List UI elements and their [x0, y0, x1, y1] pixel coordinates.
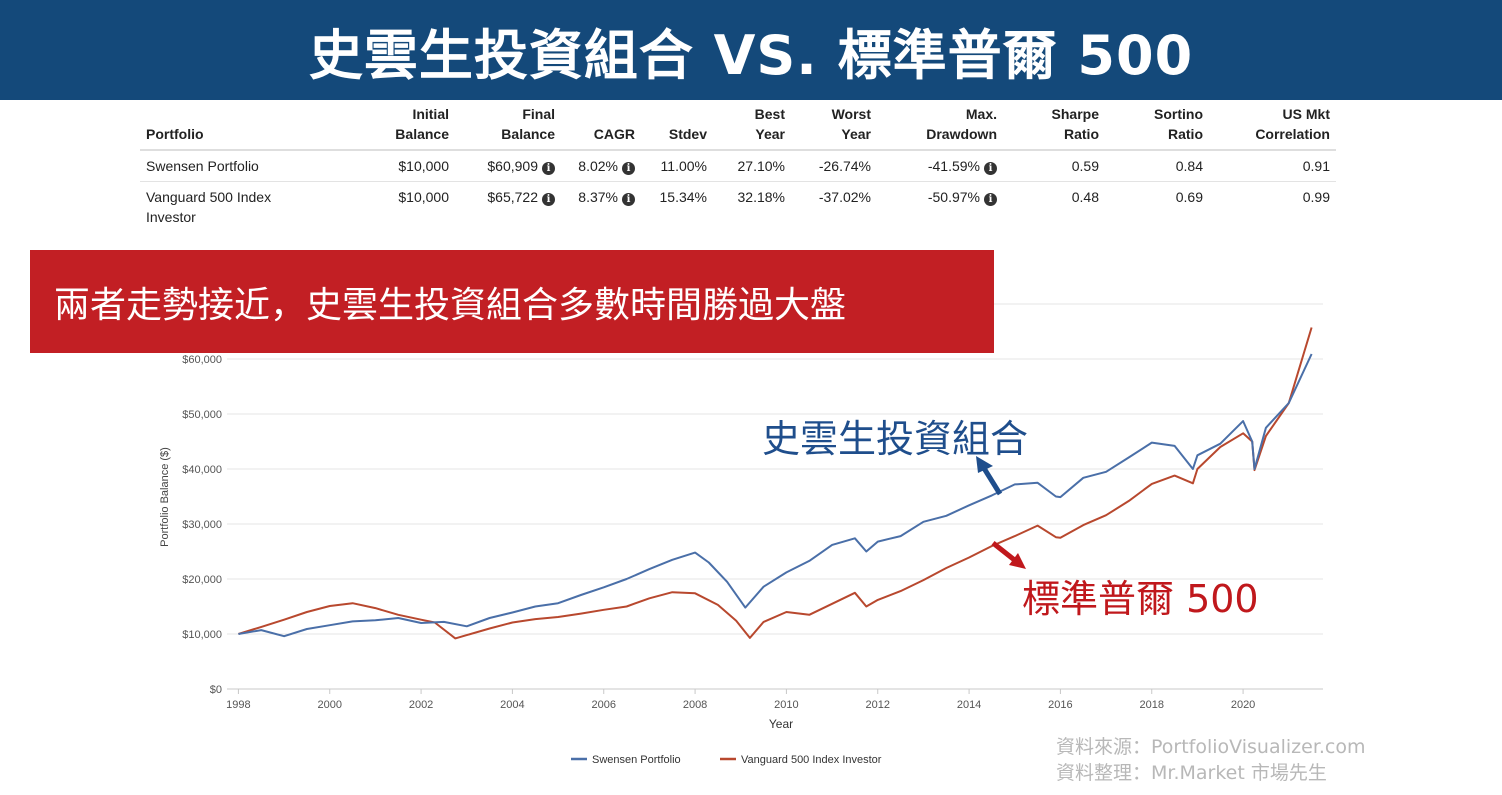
- col-header-portfolio: Portfolio: [140, 104, 357, 151]
- col-header-us-mkt-correlation: US Mkt Correlation: [1209, 104, 1336, 151]
- col-header-stdev: Stdev: [641, 104, 713, 151]
- portfolio-name: Vanguard 500 Index Investor: [146, 189, 272, 225]
- x-tick-label: 2000: [318, 699, 342, 711]
- y-tick-label: $30,000: [182, 519, 222, 531]
- x-tick-label: 2010: [774, 699, 798, 711]
- x-tick-label: 2006: [592, 699, 616, 711]
- y-tick-label: $20,000: [182, 574, 222, 586]
- x-tick-label: 2016: [1048, 699, 1072, 711]
- worst-year: -37.02%: [818, 189, 871, 205]
- y-tick-label: $10,000: [182, 629, 222, 641]
- col-header-sharpe-ratio: Sharpe Ratio: [1003, 104, 1105, 151]
- portfolio-stats-table: Portfolio Initial Balance Final Balance CA…: [140, 104, 1336, 232]
- page-title-banner: 史雲生投資組合 VS. 標準普爾 500: [0, 0, 1502, 100]
- callout-banner: 兩者走勢接近，史雲生投資組合多數時間勝過大盤: [30, 250, 994, 353]
- y-tick-label: $40,000: [182, 464, 222, 476]
- series-line-swensen[interactable]: [238, 353, 1313, 638]
- chart-series-lines: [238, 327, 1313, 640]
- annotation-arrow-swensen: [979, 463, 1003, 496]
- annotation-arrowhead-swensen: [976, 456, 993, 473]
- cagr-cell: 8.02% i: [561, 150, 641, 182]
- source-credit: 資料來源：PortfolioVisualizer.com: [1056, 736, 1366, 758]
- col-header-worst-year: Worst Year: [791, 104, 877, 151]
- y-tick-label: $60,000: [182, 354, 222, 366]
- us-mkt-correlation: 0.99: [1302, 189, 1330, 205]
- worst-year: -26.74%: [791, 150, 877, 182]
- cagr: 8.02%: [578, 158, 618, 174]
- info-circle-icon[interactable]: i: [984, 193, 997, 206]
- final-balance: $60,909: [487, 158, 538, 174]
- compiler-credit: 資料整理：Mr.Market 市場先生: [1056, 762, 1327, 784]
- stdev: 15.34%: [659, 189, 707, 205]
- portfolio-name: Swensen Portfolio: [140, 150, 357, 182]
- x-tick-label: 2018: [1140, 699, 1164, 711]
- stdev: 11.00%: [641, 150, 713, 182]
- col-header-sortino-ratio: Sortino Ratio: [1105, 104, 1209, 151]
- col-header-max-drawdown: Max. Drawdown: [877, 104, 1003, 151]
- chart-gridlines: [227, 303, 1323, 690]
- x-tick-label: 2012: [866, 699, 890, 711]
- col-header-initial-balance: Initial Balance: [357, 104, 455, 151]
- sortino-ratio: 0.69: [1175, 189, 1203, 205]
- cagr-cell: 8.37% i: [561, 182, 641, 233]
- final-balance-cell: $60,909 i: [455, 150, 561, 182]
- x-tick-label: 2014: [957, 699, 981, 711]
- x-tick-label: 2002: [409, 699, 433, 711]
- y-tick-label: $0: [210, 684, 222, 696]
- sortino-ratio: 0.84: [1105, 150, 1209, 182]
- annotation-sp500: 標準普爾 500: [1022, 577, 1259, 621]
- x-tick-label: 2008: [683, 699, 707, 711]
- info-circle-icon[interactable]: i: [984, 162, 997, 175]
- initial-balance: $10,000: [398, 189, 449, 205]
- max-drawdown-cell: -41.59% i: [877, 150, 1003, 182]
- cagr: 8.37%: [578, 189, 618, 205]
- info-circle-icon[interactable]: i: [622, 193, 635, 206]
- us-mkt-correlation: 0.91: [1209, 150, 1336, 182]
- best-year: 27.10%: [713, 150, 791, 182]
- y-axis-label: Portfolio Balance ($): [159, 447, 171, 547]
- chart-legend: Swensen Portfolio Vanguard 500 Index Inv…: [571, 754, 882, 766]
- x-axis-label: Year: [769, 717, 793, 731]
- max-drawdown: -50.97%: [927, 189, 980, 205]
- x-tick-label: 1998: [226, 699, 250, 711]
- max-drawdown-cell: -50.97% i: [877, 182, 1003, 233]
- max-drawdown: -41.59%: [927, 158, 980, 174]
- col-header-best-year: Best Year: [713, 104, 791, 151]
- chart-annotations: 史雲生投資組合 標準普爾 500: [762, 417, 1259, 621]
- sharpe-ratio: 0.48: [1071, 189, 1099, 205]
- x-tick-label: 2004: [500, 699, 524, 711]
- info-circle-icon[interactable]: i: [542, 162, 555, 175]
- table-row: Vanguard 500 Index Investor $10,000 $65,…: [140, 182, 1336, 233]
- page-title: 史雲生投資組合 VS. 標準普爾 500: [308, 23, 1194, 87]
- final-balance-cell: $65,722 i: [455, 182, 561, 233]
- annotation-arrowhead-sp500: [1009, 553, 1026, 569]
- legend-label-vanguard[interactable]: Vanguard 500 Index Investor: [741, 754, 882, 766]
- table-header-row: Portfolio Initial Balance Final Balance CA…: [140, 104, 1336, 151]
- initial-balance: $10,000: [357, 150, 455, 182]
- y-axis-ticks: $0 $10,000 $20,000 $30,000 $40,000 $50,000 $60…: [182, 354, 222, 696]
- annotation-swensen: 史雲生投資組合: [762, 417, 1028, 461]
- final-balance: $65,722: [487, 189, 538, 205]
- callout-text: 兩者走勢接近，史雲生投資組合多數時間勝過大盤: [54, 284, 847, 326]
- legend-label-swensen[interactable]: Swensen Portfolio: [592, 754, 681, 766]
- col-header-cagr: CAGR: [561, 104, 641, 151]
- table-row: Swensen Portfolio $10,000 $60,909 i 8.02%…: [140, 150, 1336, 182]
- x-axis-ticks: 1998 2000 2002 2004 2006 2008 2010 2012 2014 2016…: [226, 689, 1255, 711]
- y-tick-label: $50,000: [182, 409, 222, 421]
- col-header-final-balance: Final Balance: [455, 104, 561, 151]
- sharpe-ratio: 0.59: [1003, 150, 1105, 182]
- info-circle-icon[interactable]: i: [622, 162, 635, 175]
- annotation-arrow-sp500: [991, 541, 1019, 564]
- info-circle-icon[interactable]: i: [542, 193, 555, 206]
- best-year: 32.18%: [737, 189, 785, 205]
- x-tick-label: 2020: [1231, 699, 1255, 711]
